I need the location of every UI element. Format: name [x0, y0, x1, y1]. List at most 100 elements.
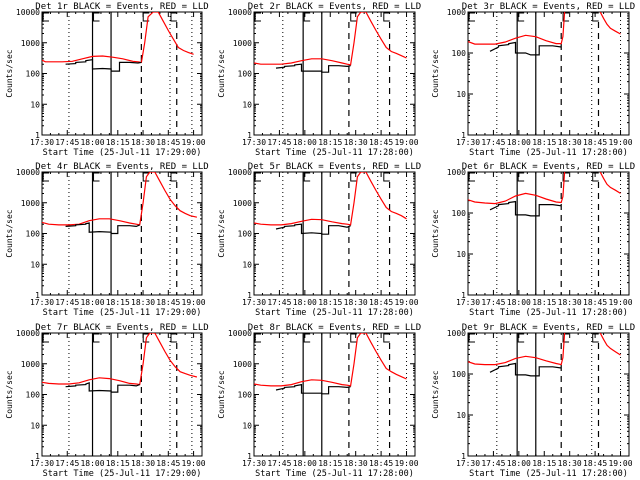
x-tick-label: 18:00	[293, 138, 317, 147]
state-box-marker	[350, 12, 357, 22]
x-tick-label: 18:15	[532, 298, 556, 307]
panel-title: Det 9r BLACK = Events, RED = LLD	[462, 323, 635, 333]
y-tick-label: 1	[35, 452, 40, 461]
y-tick-label: 100	[26, 391, 41, 400]
x-axis-label: Start Time (25-Jul-11 17:28:00)	[255, 469, 414, 479]
y-tick-label: 10000	[16, 168, 40, 177]
x-axis-label: Start Time (25-Jul-11 17:28:00)	[255, 148, 414, 158]
panel-5: Det 5r BLACK = Events, RED = LLD 1 10 100 10…	[217, 162, 421, 318]
y-tick-label: 1000	[21, 199, 40, 208]
state-box-marker	[142, 12, 150, 22]
y-tick-label: 1	[461, 291, 466, 300]
y-tick-label: 100	[238, 70, 253, 79]
y-tick-label: 10	[242, 260, 252, 269]
state-box-marker	[468, 333, 475, 343]
x-tick-label: 18:30	[131, 298, 155, 307]
panel-2: Det 2r BLACK = Events, RED = LLD 1 10 100 10…	[217, 2, 421, 158]
series-lld-line	[254, 12, 407, 66]
state-box-marker	[254, 12, 261, 22]
x-tick-label: 18:15	[106, 459, 130, 468]
y-tick-label: 1	[35, 131, 40, 140]
y-tick-label: 1000	[21, 360, 40, 369]
x-tick-label: 18:00	[80, 138, 104, 147]
x-tick-label: 18:45	[156, 138, 180, 147]
plot-frame	[467, 171, 630, 296]
state-box-marker	[303, 333, 311, 343]
state-box-marker	[517, 172, 525, 182]
x-tick-label: 18:00	[293, 298, 317, 307]
state-box-marker	[254, 172, 261, 182]
x-tick-label: 18:00	[507, 138, 531, 147]
series-lld-line	[42, 333, 198, 386]
plot-frame	[41, 171, 203, 296]
state-box-marker	[42, 333, 49, 343]
series-events-line	[65, 59, 142, 72]
state-box-marker	[517, 333, 525, 343]
x-axis-label: Start Time (25-Jul-11 17:29:00)	[43, 469, 202, 479]
x-tick-label: 18:15	[106, 298, 130, 307]
y-axis-label: Counts/sec	[217, 209, 226, 257]
y-tick-label: 1000	[21, 39, 40, 48]
state-box-marker	[42, 172, 49, 182]
x-tick-label: 18:30	[344, 138, 368, 147]
x-tick-label: 18:30	[344, 298, 368, 307]
series-events-line	[489, 200, 562, 217]
y-tick-label: 1000	[233, 199, 252, 208]
state-box-marker	[517, 12, 525, 22]
state-box-marker	[592, 12, 599, 22]
x-tick-label: 18:00	[80, 459, 104, 468]
x-axis-label: Start Time (25-Jul-11 17:28:00)	[469, 148, 628, 158]
x-tick-label: 18:30	[558, 138, 582, 147]
y-tick-label: 1	[247, 291, 252, 300]
x-tick-label: 17:45	[55, 298, 79, 307]
x-tick-label: 18:15	[318, 138, 342, 147]
state-box-marker	[170, 333, 177, 343]
x-tick-label: 17:45	[55, 138, 79, 147]
y-axis-label: Counts/sec	[431, 209, 440, 257]
x-tick-label: 19:00	[608, 459, 632, 468]
panel-8: Det 8r BLACK = Events, RED = LLD 1 10 100 10…	[217, 323, 421, 479]
plot-frame	[253, 11, 416, 136]
y-tick-label: 10	[242, 421, 252, 430]
x-tick-label: 18:30	[344, 459, 368, 468]
y-tick-label: 10000	[228, 8, 252, 17]
y-tick-label: 10000	[16, 8, 40, 17]
series-lld-line	[254, 172, 407, 226]
series-lld-line	[468, 172, 566, 205]
series-lld-line	[468, 12, 566, 45]
x-tick-label: 19:00	[394, 459, 418, 468]
x-tick-label: 17:45	[481, 138, 505, 147]
y-tick-label: 1000	[233, 360, 252, 369]
panel-9: Det 9r BLACK = Events, RED = LLD 1 10 100 10…	[431, 323, 635, 479]
plot-frame	[41, 11, 203, 136]
x-tick-label: 18:00	[507, 298, 531, 307]
x-tick-label: 17:30	[242, 298, 266, 307]
state-box-marker	[562, 333, 570, 343]
x-tick-label: 19:00	[608, 138, 632, 147]
state-box-marker	[350, 333, 357, 343]
panel-title: Det 4r BLACK = Events, RED = LLD	[35, 162, 208, 172]
y-axis-label: Counts/sec	[5, 370, 14, 418]
y-tick-label: 100	[452, 209, 467, 218]
x-tick-label: 17:45	[481, 298, 505, 307]
series-lld-tail-line	[599, 333, 621, 356]
x-tick-label: 18:45	[583, 298, 607, 307]
x-tick-label: 19:00	[394, 138, 418, 147]
y-tick-label: 100	[452, 370, 467, 379]
series-lld-line	[468, 333, 566, 366]
y-tick-label: 100	[452, 49, 467, 58]
y-tick-label: 100	[26, 230, 41, 239]
x-tick-label: 17:45	[55, 459, 79, 468]
x-tick-label: 18:45	[369, 459, 393, 468]
x-tick-label: 17:30	[30, 138, 54, 147]
y-axis-label: Counts/sec	[5, 49, 14, 97]
panel-title: Det 3r BLACK = Events, RED = LLD	[462, 2, 635, 12]
x-tick-label: 19:00	[394, 298, 418, 307]
x-tick-label: 18:30	[131, 138, 155, 147]
y-tick-label: 100	[238, 391, 253, 400]
series-events-line	[489, 362, 562, 377]
y-tick-label: 10	[456, 90, 466, 99]
state-box-marker	[383, 172, 390, 182]
y-tick-label: 10	[242, 100, 252, 109]
